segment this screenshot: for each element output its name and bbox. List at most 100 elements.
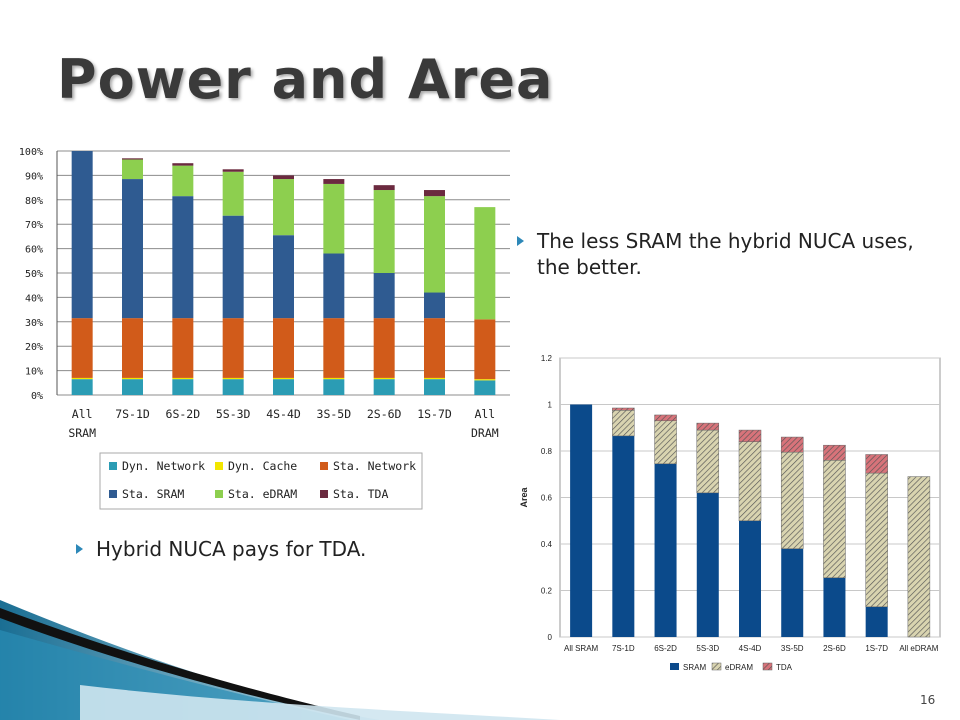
x-tick-label: 1S-7D — [865, 644, 888, 653]
bar-segment-sta-sram — [273, 235, 294, 319]
x-tick-label: 4S-4D — [739, 644, 762, 653]
x-tick-label: DRAM — [471, 426, 499, 440]
y-tick-label: 0.2 — [541, 587, 553, 596]
y-tick-label: 20% — [25, 342, 43, 353]
bar-segment-sta-sram — [222, 215, 244, 319]
bar-segment-edram — [738, 441, 762, 521]
x-tick-label: 1S-7D — [417, 407, 452, 421]
x-tick-label: All — [474, 407, 495, 421]
y-tick-label: 10% — [25, 367, 43, 378]
legend-swatch-sta-sram — [109, 490, 117, 498]
y-tick-label: 60% — [25, 245, 43, 256]
bar-segment-sta-sram — [424, 292, 445, 319]
bar-segment-sta-network — [71, 318, 93, 378]
x-tick-label: 2S-6D — [823, 644, 846, 653]
bar-segment-tda — [823, 444, 846, 461]
bar-segment-sram — [739, 520, 761, 637]
y-tick-label: 0.4 — [541, 540, 553, 549]
bar-segment-sta-sram — [122, 179, 143, 319]
slide-number: 16 — [920, 693, 936, 707]
bar-segment-edram — [696, 429, 720, 494]
bar-segment-edram — [865, 472, 888, 608]
bar-segment-sta-network — [222, 318, 244, 378]
bar-segment-sta-tda — [373, 185, 395, 191]
bar-segment-sta-network — [273, 318, 294, 378]
y-tick-label: 70% — [25, 220, 43, 231]
bar-segment-dyn-network — [424, 379, 445, 395]
bar-segment-sta-edram — [222, 171, 244, 216]
y-tick-label: 80% — [25, 196, 43, 207]
bar-segment-edram — [823, 460, 846, 578]
legend-label: eDRAM — [725, 663, 753, 672]
bar-segment-sta-edram — [273, 179, 294, 236]
decorative-swoosh — [0, 600, 560, 720]
bar-segment-dyn-network — [373, 379, 395, 395]
legend-box — [99, 452, 423, 510]
y-tick-label: 90% — [25, 171, 43, 182]
bar-segment-sram — [570, 404, 593, 637]
bar-segment-tda — [696, 422, 720, 431]
bar-segment-sta-edram — [122, 159, 143, 180]
legend-swatch-tda — [762, 662, 773, 671]
bar-segment-dyn-cache — [323, 377, 345, 380]
power-breakdown-chart: 0% 10% 20% 30% 40% 50% 60% 70% 80% 90% 100% All SRAM… — [19, 147, 510, 510]
y-axis-label: Area — [519, 487, 529, 508]
bar-segment-tda — [865, 454, 888, 474]
bar-segment-sta-tda — [323, 179, 345, 184]
legend-swatch-dyn-network — [109, 462, 117, 470]
legend-swatch-edram — [711, 662, 722, 671]
legend-label: Dyn. Cache — [228, 459, 297, 473]
bar-segment-dyn-network — [323, 379, 345, 395]
bar-segment-dyn-network — [71, 379, 93, 395]
bar-segment-dyn-network — [273, 379, 294, 395]
bullet-text: The less SRAM the hybrid NUCA uses, the … — [537, 229, 914, 279]
bar-segment-sram — [781, 548, 804, 637]
bar-segment-dyn-cache — [172, 377, 194, 380]
bar-segment-sta-edram — [424, 196, 445, 293]
bar-segment-dyn-cache — [273, 377, 294, 380]
bar-segment-dyn-network — [222, 379, 244, 395]
y-tick-label: 0.8 — [541, 447, 553, 456]
bar-segment-dyn-cache — [474, 379, 496, 381]
legend-label: SRAM — [683, 663, 706, 672]
bar-segment-edram — [654, 420, 677, 465]
bullet-text: Hybrid NUCA pays for TDA. — [96, 537, 367, 561]
bar-segment-sta-tda — [122, 158, 143, 160]
legend-label: Sta. TDA — [333, 487, 388, 501]
y-tick-label: 50% — [25, 269, 43, 280]
x-tick-label: 5S-3D — [216, 407, 251, 421]
legend-swatch-sta-network — [320, 462, 328, 470]
bar-segment-dyn-cache — [122, 377, 143, 380]
x-tick-label: 7S-1D — [612, 644, 635, 653]
x-tick-label: 5S-3D — [696, 644, 719, 653]
x-tick-label: All — [72, 407, 93, 421]
legend-swatch-dyn-cache — [215, 462, 223, 470]
x-tick-label: SRAM — [68, 426, 96, 440]
bar-segment-sta-network — [424, 318, 445, 378]
bar-segment-sta-sram — [172, 196, 194, 319]
y-tick-label: 0.6 — [541, 494, 553, 503]
x-tick-label: 6S-2D — [654, 644, 677, 653]
bar-segment-sta-network — [122, 318, 143, 378]
y-tick-label: 30% — [25, 318, 43, 329]
legend-label: Sta. Network — [333, 459, 416, 473]
bar-segment-sta-tda — [424, 190, 445, 197]
bar-segment-sta-network — [172, 318, 194, 378]
bar-segment-dyn-cache — [424, 377, 445, 380]
bar-segment-sta-sram — [323, 253, 345, 319]
legend-swatch-sta-edram — [215, 490, 223, 498]
bar-segment-sram — [865, 606, 888, 637]
bar-segment-dyn-network — [122, 379, 143, 395]
bar-segment-tda — [654, 414, 677, 422]
bar-segment-dyn-cache — [71, 377, 93, 380]
x-tick-label: All SRAM — [564, 644, 599, 653]
bar-segment-sta-tda — [222, 169, 244, 172]
bar-segment-dyn-cache — [373, 377, 395, 380]
x-tick-label: 6S-2D — [166, 407, 201, 421]
bar-segment-dyn-network — [474, 380, 496, 395]
bar-segment-tda — [612, 407, 635, 411]
bar-segment-tda — [738, 429, 762, 442]
y-tick-label: 100% — [19, 147, 43, 158]
bar-segment-sram — [612, 435, 635, 637]
bar-segment-sta-sram — [373, 273, 395, 319]
